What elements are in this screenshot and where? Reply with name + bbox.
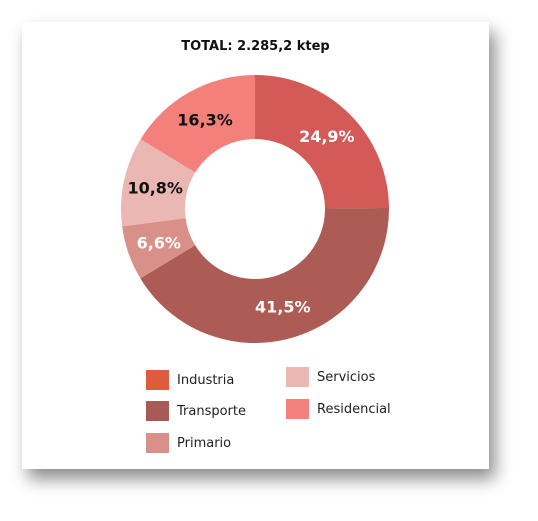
slice-industria (255, 75, 389, 209)
chart-card: TOTAL: 2.285,2 ktep 24,9% 41,5% 6,6% 10,8% 1… (22, 22, 489, 469)
legend-swatch (286, 399, 309, 419)
legend-item-servicios: Servicios (286, 365, 375, 389)
legend-swatch (146, 401, 169, 421)
legend-label: Residencial (317, 401, 391, 417)
slice-servicios (120, 139, 196, 227)
data-label-primario: 6,6% (137, 233, 181, 252)
data-label-servicios: 10,8% (127, 178, 183, 197)
legend-item-residencial: Residencial (286, 397, 391, 421)
legend-label: Primario (177, 435, 232, 451)
chart-title: TOTAL: 2.285,2 ktep (181, 39, 330, 54)
legend-swatch (146, 433, 169, 453)
legend-item-transporte: Transporte (146, 399, 246, 423)
slice-primario (122, 218, 196, 279)
legend-swatch (146, 370, 169, 390)
legend-label: Industria (177, 372, 235, 388)
slice-transporte (140, 207, 389, 343)
legend-item-industria: Industria (146, 368, 234, 392)
donut-chart: 24,9% 41,5% 6,6% 10,8% 16,3% (120, 75, 389, 343)
legend-label: Servicios (317, 369, 376, 385)
data-label-residencial: 16,3% (177, 111, 233, 130)
legend-item-primario: Primario (146, 431, 231, 455)
slice-residencial (140, 75, 255, 173)
data-label-industria: 24,9% (299, 127, 355, 146)
legend-label: Transporte (177, 403, 246, 419)
data-label-transporte: 41,5% (255, 298, 311, 317)
legend-swatch (286, 367, 309, 387)
